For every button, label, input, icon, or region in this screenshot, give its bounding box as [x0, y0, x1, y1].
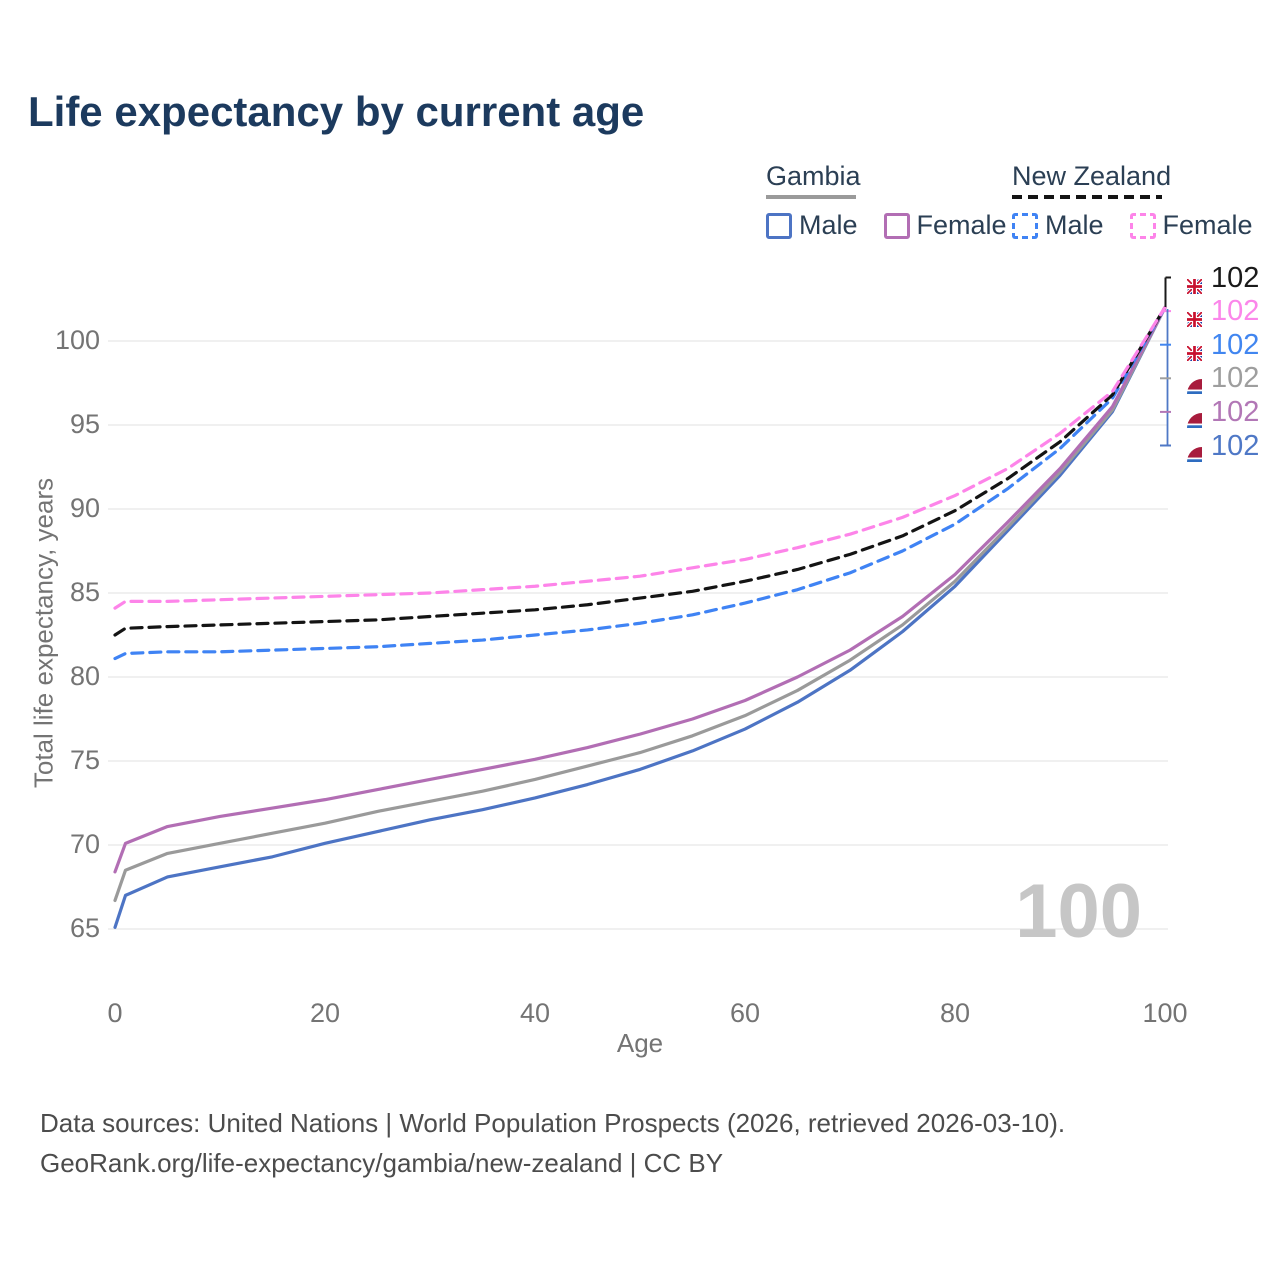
- gambia-flag-icon: [1171, 431, 1202, 462]
- series-line-new-zealand-both-sexes: [113, 305, 1167, 637]
- legend-linestyle-solid-sample: [766, 195, 856, 199]
- page-title: Life expectancy by current age: [28, 88, 645, 135]
- end-value: 102: [1211, 395, 1260, 428]
- y-axis-tick: 80: [69, 661, 100, 691]
- x-axis-tick: 20: [309, 998, 341, 1028]
- legend-label: Male: [799, 210, 858, 240]
- legend-group-gambia: Gambia Male Female: [766, 161, 1007, 241]
- y-axis-title: Total life expectancy, years: [28, 477, 59, 789]
- legend-item-nz-male[interactable]: Male: [1012, 210, 1104, 241]
- attribution-text: GeoRank.org/life-expectancy/gambia/new-z…: [40, 1148, 724, 1178]
- y-axis-tick: 95: [69, 409, 100, 439]
- new-zealand-flag-icon: [1171, 296, 1202, 327]
- end-value: 102: [1211, 362, 1260, 395]
- gambia-flag-icon: [1171, 397, 1202, 428]
- y-axis-tick: 100: [54, 325, 100, 355]
- end-label-nz-female: 102: [1171, 295, 1260, 328]
- legend-item-nz-female[interactable]: Female: [1129, 210, 1253, 241]
- legend-label: Female: [916, 210, 1007, 240]
- nz-female-swatch-icon: [1129, 212, 1156, 239]
- x-axis-tick: 40: [519, 998, 551, 1028]
- end-label-nz-both: 102: [1171, 262, 1259, 294]
- legend-group-new-zealand: New Zealand Male Female: [1012, 161, 1253, 241]
- nz-male-swatch-icon: [1012, 212, 1038, 239]
- series-line-new-zealand-male: [113, 305, 1167, 661]
- gambia-female-swatch-icon: [883, 212, 910, 239]
- end-value: 102: [1211, 328, 1260, 361]
- series-line-gambia-both-sexes: [113, 305, 1167, 903]
- end-label-nz-male: 102: [1171, 329, 1259, 361]
- end-value: 102: [1211, 295, 1260, 328]
- x-axis-tick: 0: [107, 998, 123, 1028]
- y-axis-tick: 75: [69, 745, 100, 775]
- data-sources-text: Data sources: United Nations | World Pop…: [40, 1108, 1066, 1138]
- gambia-flag-icon: [1171, 363, 1202, 394]
- series-line-gambia-male: [113, 305, 1167, 929]
- end-label-gambia-female: 102: [1171, 396, 1259, 428]
- end-label-gambia-both: 102: [1171, 362, 1260, 395]
- y-axis-tick: 85: [69, 577, 100, 607]
- new-zealand-flag-icon: [1171, 330, 1202, 361]
- legend-label: Female: [1162, 210, 1253, 240]
- legend-linestyle-dashed-sample: [1012, 195, 1162, 199]
- legend-item-gambia-female[interactable]: Female: [883, 210, 1007, 241]
- series-line-gambia-female: [113, 305, 1167, 874]
- series-line-new-zealand-female: [113, 305, 1167, 610]
- legend-item-gambia-male[interactable]: Male: [766, 210, 858, 241]
- x-axis-title: Age: [616, 1028, 664, 1058]
- x-axis-tick: 60: [729, 998, 761, 1028]
- end-label-gambia-male: 102: [1171, 430, 1259, 462]
- new-zealand-flag-icon: [1171, 263, 1202, 294]
- x-axis-tick: 80: [939, 998, 971, 1028]
- age-counter-watermark: 100: [1015, 869, 1142, 954]
- legend-country-new-zealand: New Zealand: [1012, 161, 1172, 191]
- legend-country-gambia: Gambia: [766, 161, 861, 191]
- end-value: 102: [1211, 429, 1260, 462]
- y-axis-tick: 65: [69, 913, 100, 943]
- y-axis-tick: 90: [69, 493, 100, 523]
- legend-label: Male: [1045, 210, 1104, 240]
- x-axis-tick: 100: [1142, 998, 1188, 1028]
- gambia-male-swatch-icon: [766, 212, 792, 239]
- end-value: 102: [1211, 261, 1260, 294]
- y-axis-tick: 70: [69, 829, 100, 859]
